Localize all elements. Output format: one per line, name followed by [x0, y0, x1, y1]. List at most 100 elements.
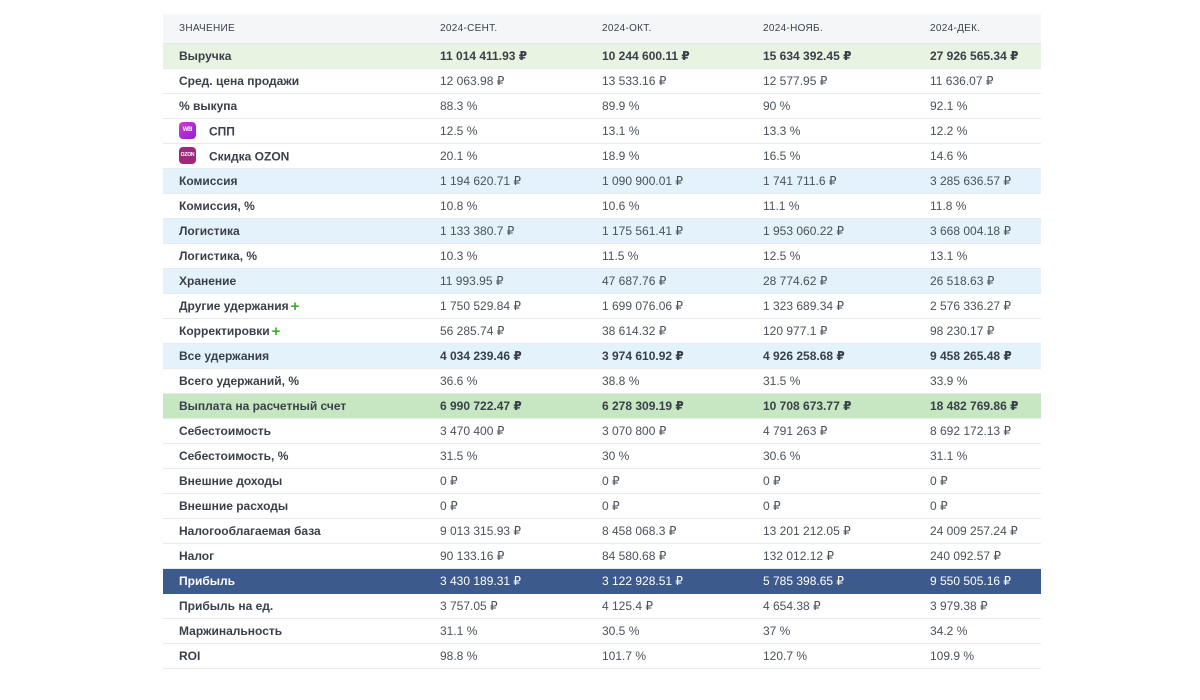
wildberries-logo-icon: WB: [179, 122, 196, 139]
row-label: Сред. цена продажи: [163, 69, 425, 94]
row-label: Хранение: [163, 269, 425, 294]
expand-plus-icon[interactable]: +: [272, 323, 281, 340]
row-label: Корректировки: [179, 324, 270, 338]
cell-value: 30.6 %: [748, 444, 915, 469]
cell-value: 109.9 %: [915, 644, 1041, 669]
cell-value: 3 979.38 ₽: [915, 594, 1041, 619]
cell-value: 3 285 636.57 ₽: [915, 169, 1041, 194]
cell-value: 38.8 %: [587, 369, 748, 394]
cell-value: 1 699 076.06 ₽: [587, 294, 748, 319]
table-row-cost-pct: Себестоимость, % 31.5 % 30 % 30.6 % 31.1…: [163, 444, 1041, 469]
cell-value: 1 194 620.71 ₽: [425, 169, 587, 194]
table-row-storage[interactable]: Хранение 11 993.95 ₽ 47 687.76 ₽ 28 774.…: [163, 269, 1041, 294]
table-row-commission-pct: Комиссия, % 10.8 % 10.6 % 11.1 % 11.8 %: [163, 194, 1041, 219]
cell-value: 3 122 928.51 ₽: [587, 569, 748, 594]
cell-value: 132 012.12 ₽: [748, 544, 915, 569]
table-row-logistics[interactable]: Логистика 1 133 380.7 ₽ 1 175 561.41 ₽ 1…: [163, 219, 1041, 244]
table-row-profit-per-unit: Прибыль на ед. 3 757.05 ₽ 4 125.4 ₽ 4 65…: [163, 594, 1041, 619]
cell-value: 0 ₽: [915, 469, 1041, 494]
table-row-tax: Налог 90 133.16 ₽ 84 580.68 ₽ 132 012.12…: [163, 544, 1041, 569]
cell-value: 88.3 %: [425, 94, 587, 119]
cell-value: 10.6 %: [587, 194, 748, 219]
cell-value: 13.1 %: [587, 119, 748, 144]
table-row-avg-price: Сред. цена продажи 12 063.98 ₽ 13 533.16…: [163, 69, 1041, 94]
cell-value: 13.3 %: [748, 119, 915, 144]
cell-value: 11 014 411.93 ₽: [425, 44, 587, 69]
cell-value: 56 285.74 ₽: [425, 319, 587, 344]
cell-value: 0 ₽: [587, 494, 748, 519]
cell-value: 18 482 769.86 ₽: [915, 394, 1041, 419]
table-row-ozon-discount: OZON Скидка OZON 20.1 % 18.9 % 16.5 % 14.…: [163, 144, 1041, 169]
row-label: Налогооблагаемая база: [163, 519, 425, 544]
row-label: Комиссия: [163, 169, 425, 194]
cell-value: 8 692 172.13 ₽: [915, 419, 1041, 444]
row-label: Внешние расходы: [163, 494, 425, 519]
cell-value: 1 090 900.01 ₽: [587, 169, 748, 194]
cell-value: 30.5 %: [587, 619, 748, 644]
column-header-sep[interactable]: 2024-СЕНТ.: [425, 14, 587, 44]
row-label: Прибыль на ед.: [163, 594, 425, 619]
cell-value: 6 278 309.19 ₽: [587, 394, 748, 419]
column-header-metric[interactable]: ЗНАЧЕНИЕ: [163, 14, 425, 44]
cell-value: 90 133.16 ₽: [425, 544, 587, 569]
row-label: Логистика: [163, 219, 425, 244]
cell-value: 3 470 400 ₽: [425, 419, 587, 444]
table-row-taxable-base: Налогооблагаемая база 9 013 315.93 ₽ 8 4…: [163, 519, 1041, 544]
cell-value: 9 550 505.16 ₽: [915, 569, 1041, 594]
cell-value: 4 034 239.46 ₽: [425, 344, 587, 369]
cell-value: 16.5 %: [748, 144, 915, 169]
cell-value: 4 125.4 ₽: [587, 594, 748, 619]
cell-value: 9 458 265.48 ₽: [915, 344, 1041, 369]
cell-value: 6 990 722.47 ₽: [425, 394, 587, 419]
row-label: Налог: [163, 544, 425, 569]
table-row-all-deductions[interactable]: Все удержания 4 034 239.46 ₽ 3 974 610.9…: [163, 344, 1041, 369]
cell-value: 11.1 %: [748, 194, 915, 219]
cell-value: 36.6 %: [425, 369, 587, 394]
cell-value: 1 750 529.84 ₽: [425, 294, 587, 319]
cell-value: 4 654.38 ₽: [748, 594, 915, 619]
cell-value: 4 926 258.68 ₽: [748, 344, 915, 369]
cell-value: 98 230.17 ₽: [915, 319, 1041, 344]
row-label: Маржинальность: [163, 619, 425, 644]
cell-value: 10.8 %: [425, 194, 587, 219]
cell-value: 11 993.95 ₽: [425, 269, 587, 294]
table-row-external-expenses: Внешние расходы 0 ₽ 0 ₽ 0 ₽ 0 ₽: [163, 494, 1041, 519]
cell-value: 4 791 263 ₽: [748, 419, 915, 444]
cell-value: 34.2 %: [915, 619, 1041, 644]
cell-value: 31.1 %: [915, 444, 1041, 469]
table-row-payout: Выплата на расчетный счет 6 990 722.47 ₽…: [163, 394, 1041, 419]
expand-plus-icon[interactable]: +: [291, 298, 300, 315]
table-row-roi: ROI 98.8 % 101.7 % 120.7 % 109.9 %: [163, 644, 1041, 669]
cell-value: 3 430 189.31 ₽: [425, 569, 587, 594]
column-header-oct[interactable]: 2024-ОКТ.: [587, 14, 748, 44]
cell-value: 13 533.16 ₽: [587, 69, 748, 94]
table-header: ЗНАЧЕНИЕ 2024-СЕНТ. 2024-ОКТ. 2024-НОЯБ.…: [163, 14, 1041, 44]
table-row-commission[interactable]: Комиссия 1 194 620.71 ₽ 1 090 900.01 ₽ 1…: [163, 169, 1041, 194]
cell-value: 38 614.32 ₽: [587, 319, 748, 344]
cell-value: 1 323 689.34 ₽: [748, 294, 915, 319]
cell-value: 11 636.07 ₽: [915, 69, 1041, 94]
table-row-external-income: Внешние доходы 0 ₽ 0 ₽ 0 ₽ 0 ₽: [163, 469, 1041, 494]
table-row-profit: Прибыль 3 430 189.31 ₽ 3 122 928.51 ₽ 5 …: [163, 569, 1041, 594]
cell-value: 10.3 %: [425, 244, 587, 269]
row-label: Комиссия, %: [163, 194, 425, 219]
column-header-nov[interactable]: 2024-НОЯБ.: [748, 14, 915, 44]
table-row-total-deductions-pct: Всего удержаний, % 36.6 % 38.8 % 31.5 % …: [163, 369, 1041, 394]
cell-value: 33.9 %: [915, 369, 1041, 394]
table-row-buyout-rate: % выкупа 88.3 % 89.9 % 90 % 92.1 %: [163, 94, 1041, 119]
row-label: Себестоимость, %: [163, 444, 425, 469]
cell-value: 1 175 561.41 ₽: [587, 219, 748, 244]
cell-value: 84 580.68 ₽: [587, 544, 748, 569]
cell-value: 26 518.63 ₽: [915, 269, 1041, 294]
row-label-cell: OZON Скидка OZON: [163, 144, 425, 169]
cell-value: 0 ₽: [425, 494, 587, 519]
cell-value: 47 687.76 ₽: [587, 269, 748, 294]
row-label: Внешние доходы: [163, 469, 425, 494]
row-label: Прибыль: [163, 569, 425, 594]
row-label: Выплата на расчетный счет: [163, 394, 425, 419]
cell-value: 24 009 257.24 ₽: [915, 519, 1041, 544]
cell-value: 92.1 %: [915, 94, 1041, 119]
column-header-dec[interactable]: 2024-ДЕК.: [915, 14, 1041, 44]
cell-value: 31.5 %: [425, 444, 587, 469]
cell-value: 15 634 392.45 ₽: [748, 44, 915, 69]
